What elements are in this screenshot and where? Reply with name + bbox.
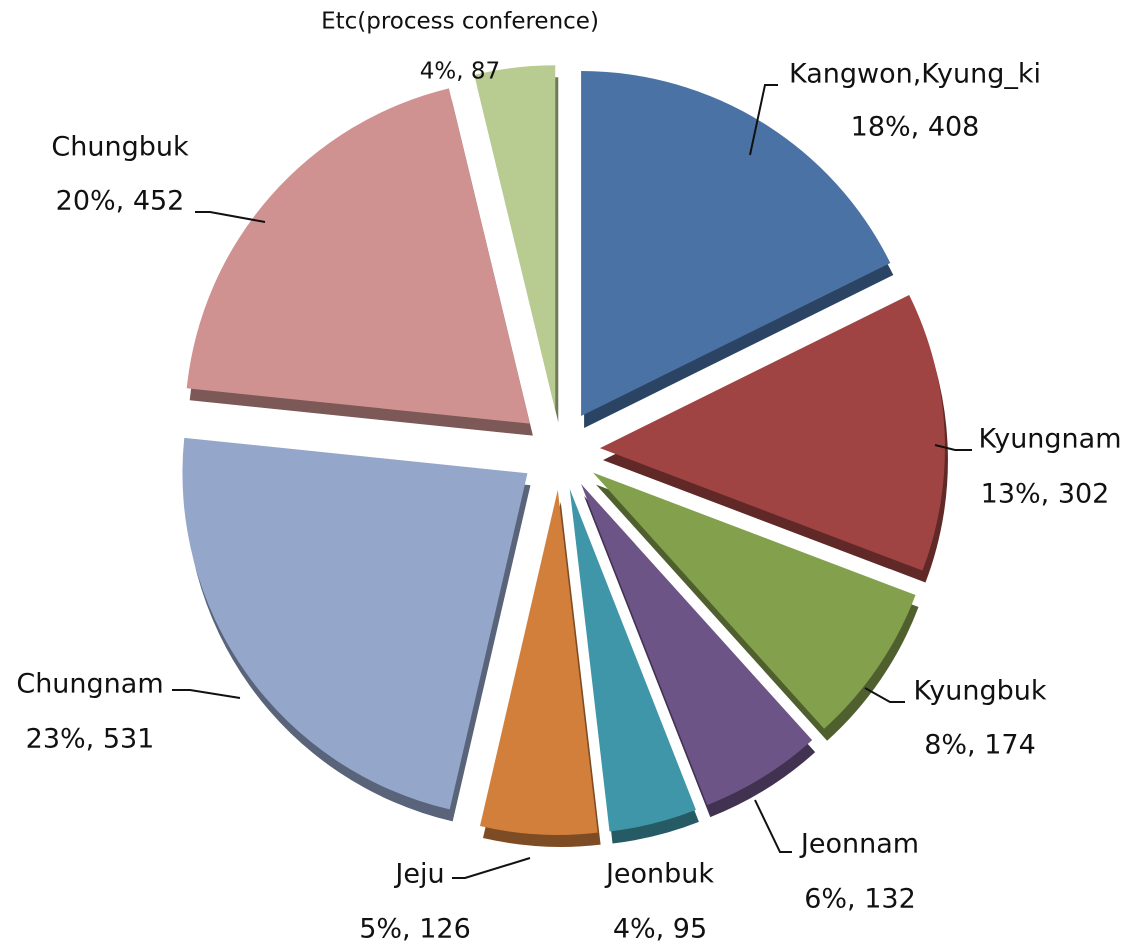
value-label: 20%, 452 [56,186,185,217]
leader-line [172,689,241,699]
leader-line [864,687,905,703]
wedge [599,295,945,571]
value-label: 4%, 87 [420,59,500,85]
slice-label: Jeonbuk [604,859,714,890]
wedge [593,472,916,729]
slice-label: Jeju [393,859,444,890]
slice-label: Jeonnam [799,829,919,860]
leader-line [452,857,531,879]
slice-label: Kyungbuk [914,676,1047,707]
wedge [474,65,556,411]
value-label: 5%, 126 [359,914,471,945]
value-label: 18%, 408 [851,112,980,143]
wedge [186,88,530,424]
wedge [581,484,813,806]
value-label: 6%, 132 [804,884,916,915]
slice-label: Etc(process conference) [321,9,599,35]
value-label: 4%, 95 [613,914,707,945]
wedge [569,488,696,832]
value-label: 23%, 531 [26,724,155,755]
wedge [182,437,528,810]
value-label: 13%, 302 [981,479,1110,510]
leader-line [195,211,266,223]
wedge [479,489,598,835]
wedge [581,71,891,417]
slice-label: Kyungnam [978,424,1121,455]
leader-line [749,84,778,156]
value-label: 8%, 174 [924,730,1036,761]
leader-line [754,799,792,853]
leader-line [934,444,972,451]
slice-label: Chungnam [16,669,163,700]
slice-label: Chungbuk [51,132,189,163]
slice-label: Kangwon,Kyung_ki [789,59,1041,90]
